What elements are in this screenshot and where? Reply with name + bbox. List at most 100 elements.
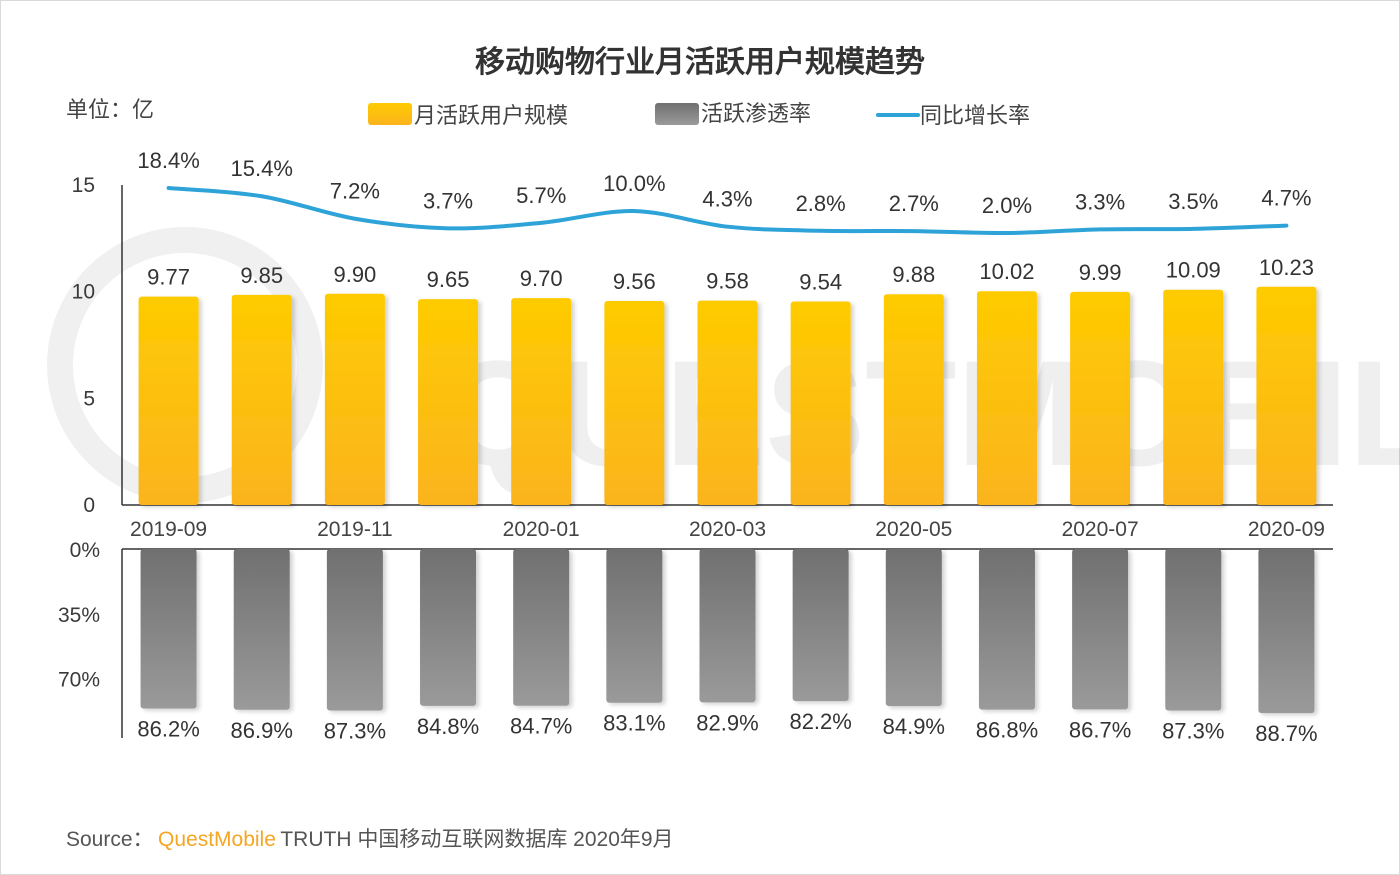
mau-labels: 9.77 9.85 9.90 9.65 9.70 9.56 9.58 9.54 9.88 10.0… xyxy=(147,255,1314,295)
penetration-value-label: 83.1% xyxy=(603,711,665,736)
penetration-bar[interactable] xyxy=(1165,549,1222,711)
mau-value-label: 10.23 xyxy=(1259,255,1314,280)
penetration-bar[interactable] xyxy=(978,549,1035,710)
mau-bar[interactable] xyxy=(604,301,665,505)
yoy-value-label: 2.7% xyxy=(889,191,939,216)
bottom-y-tick-label: 0% xyxy=(70,539,100,562)
mau-bar[interactable] xyxy=(1070,291,1131,505)
penetration-value-label: 82.9% xyxy=(696,710,758,735)
penetration-value-label: 84.8% xyxy=(417,714,479,739)
legend-label-yoy: 同比增长率 xyxy=(920,103,1030,128)
mau-value-label: 9.77 xyxy=(147,265,190,290)
yoy-value-label: 3.3% xyxy=(1075,189,1125,214)
mau-bar[interactable] xyxy=(324,293,385,505)
legend-item-mau[interactable]: 月活跃用户规模 xyxy=(368,103,568,128)
top-y-tick-label: 0 xyxy=(83,494,95,517)
legend-label-mau: 月活跃用户规模 xyxy=(414,103,568,128)
mau-value-label: 9.70 xyxy=(520,266,563,291)
x-tick-label: 2020-07 xyxy=(1062,518,1139,541)
mau-bar[interactable] xyxy=(1256,286,1317,505)
mau-value-label: 10.09 xyxy=(1166,258,1221,283)
mau-value-label: 9.56 xyxy=(613,269,656,294)
mau-value-label: 9.54 xyxy=(799,269,842,294)
source-brand: QuestMobile xyxy=(158,828,276,851)
mau-bar[interactable] xyxy=(883,294,944,505)
penetration-bar[interactable] xyxy=(513,549,570,706)
mau-bars xyxy=(138,286,1317,505)
penetration-value-label: 88.7% xyxy=(1255,721,1317,746)
penetration-bar[interactable] xyxy=(1258,549,1315,714)
x-tick-label: 2020-03 xyxy=(689,518,766,541)
yoy-value-label: 2.8% xyxy=(796,191,846,216)
bottom-y-tick-label: 70% xyxy=(58,669,100,692)
x-tick-label: 2020-01 xyxy=(503,518,580,541)
penetration-bar[interactable] xyxy=(792,549,849,702)
penetration-bar[interactable] xyxy=(699,549,756,703)
mau-bar[interactable] xyxy=(418,299,479,505)
x-tick-label: 2020-09 xyxy=(1248,518,1325,541)
penetration-bar[interactable] xyxy=(885,549,942,707)
top-y-tick-label: 10 xyxy=(72,281,95,304)
yoy-value-label: 18.4% xyxy=(137,148,199,173)
yoy-line-group xyxy=(166,186,1289,236)
yoy-value-label: 4.3% xyxy=(702,187,752,212)
yoy-value-label: 5.7% xyxy=(516,183,566,208)
penetration-value-label: 82.2% xyxy=(789,709,851,734)
penetration-value-label: 87.3% xyxy=(324,719,386,744)
yoy-labels: 18.4% 15.4% 7.2% 3.7% 5.7% 10.0% 4.3% 2.8% 2.7% 2… xyxy=(137,148,1311,218)
mau-bar[interactable] xyxy=(231,294,292,505)
penetration-value-label: 86.7% xyxy=(1069,717,1131,742)
penetration-value-label: 86.2% xyxy=(137,716,199,741)
source-prefix: Source： xyxy=(66,828,154,851)
mau-bar[interactable] xyxy=(790,301,851,505)
penetration-bar[interactable] xyxy=(326,549,383,711)
penetration-labels: 86.2% 86.9% 87.3% 84.8% 84.7% 83.1% 82.9% 82.2%… xyxy=(137,709,1317,746)
source-line: Source： QuestMobile TRUTH 中国移动互联网数据库 202… xyxy=(66,828,674,851)
legend-label-penetration: 活跃渗透率 xyxy=(701,101,811,126)
yoy-value-label: 3.5% xyxy=(1168,189,1218,214)
yoy-value-label: 7.2% xyxy=(330,179,380,204)
penetration-value-label: 87.3% xyxy=(1162,719,1224,744)
chart-title: 移动购物行业月活跃用户规模趋势 xyxy=(475,46,925,79)
mau-bar[interactable] xyxy=(1163,289,1224,505)
x-tick-labels: 2019-09 2019-11 2020-01 2020-03 2020-05 2020-… xyxy=(130,518,1325,541)
top-y-tick-label: 15 xyxy=(72,174,95,197)
unit-label: 单位：亿 xyxy=(66,97,154,122)
legend-item-yoy[interactable]: 同比增长率 xyxy=(876,103,1030,128)
penetration-bars xyxy=(140,549,1315,714)
penetration-bar[interactable] xyxy=(233,549,290,710)
penetration-bar[interactable] xyxy=(606,549,663,703)
yoy-value-label: 15.4% xyxy=(231,156,293,181)
bottom-y-ticks: 0% 35% 70% xyxy=(58,539,100,692)
mau-value-label: 9.88 xyxy=(892,262,935,287)
penetration-value-label: 84.9% xyxy=(883,714,945,739)
mau-bar[interactable] xyxy=(976,291,1037,505)
top-y-tick-label: 5 xyxy=(83,387,95,410)
yoy-value-label: 10.0% xyxy=(603,171,665,196)
penetration-bar[interactable] xyxy=(140,549,197,709)
penetration-value-label: 86.9% xyxy=(231,718,293,743)
mau-value-label: 9.90 xyxy=(333,262,376,287)
mau-bar[interactable] xyxy=(697,300,758,505)
mau-value-label: 10.02 xyxy=(979,259,1034,284)
x-tick-label: 2019-11 xyxy=(317,518,393,541)
top-y-ticks: 0 5 10 15 xyxy=(72,174,95,517)
penetration-bar[interactable] xyxy=(420,549,477,706)
x-tick-label: 2020-05 xyxy=(875,518,952,541)
source-text: TRUTH 中国移动互联网数据库 2020年9月 xyxy=(280,828,673,851)
penetration-bar[interactable] xyxy=(1072,549,1129,710)
penetration-value-label: 84.7% xyxy=(510,714,572,739)
mau-bar[interactable] xyxy=(511,298,572,505)
mau-value-label: 9.58 xyxy=(706,269,749,294)
mau-value-label: 9.65 xyxy=(427,267,470,292)
legend: 月活跃用户规模 活跃渗透率 同比增长率 xyxy=(368,101,1030,128)
legend-item-penetration[interactable]: 活跃渗透率 xyxy=(655,101,811,126)
legend-swatch-penetration xyxy=(655,103,699,125)
yoy-line[interactable] xyxy=(166,186,1289,236)
mau-value-label: 9.99 xyxy=(1079,260,1122,285)
legend-swatch-mau xyxy=(368,103,412,125)
penetration-value-label: 86.8% xyxy=(976,718,1038,743)
yoy-value-label: 2.0% xyxy=(982,193,1032,218)
mau-bar[interactable] xyxy=(138,296,199,505)
